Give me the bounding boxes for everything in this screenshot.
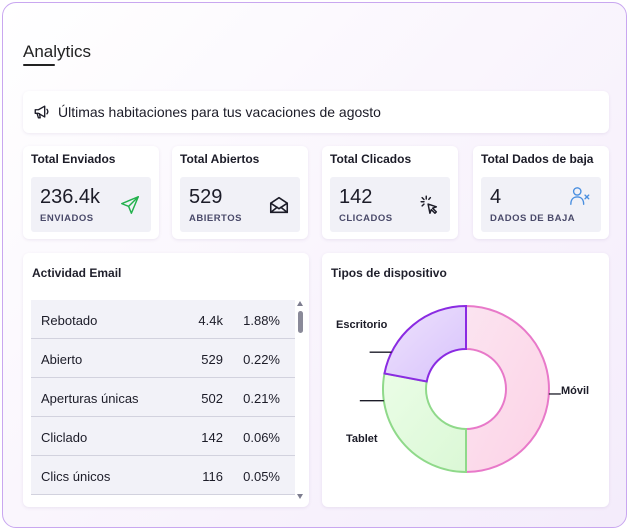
device-donut-chart: [359, 304, 561, 474]
row-name: Clics únicos: [41, 469, 111, 484]
announcement-banner[interactable]: Últimas habitaciones para tus vacaciones…: [23, 91, 609, 133]
activity-row-rebotado[interactable]: Rebotado 4.4k 1.88%: [31, 300, 295, 339]
stat-body: 529 ABIERTOS: [180, 177, 300, 232]
activity-row-clics-unicos[interactable]: Clics únicos 116 0.05%: [31, 456, 295, 495]
stat-value: 529: [189, 186, 223, 208]
stat-card-clicados[interactable]: Total Clicados 142 CLICADOS: [322, 146, 458, 239]
cursor-click-icon: [420, 195, 438, 214]
row-percent: 1.88%: [243, 313, 280, 328]
row-value: 502: [201, 391, 223, 406]
stat-title: Total Clicados: [330, 152, 412, 166]
row-value: 142: [201, 430, 223, 445]
stat-label: ABIERTOS: [189, 213, 242, 224]
stat-card-enviados[interactable]: Total Enviados 236.4k ENVIADOS: [23, 146, 159, 239]
donut-segment-tablet[interactable]: [382, 372, 467, 474]
stat-label: DADOS DE BAJA: [490, 213, 576, 224]
stat-label: ENVIADOS: [40, 213, 94, 224]
row-percent: 0.22%: [243, 352, 280, 367]
stat-value: 4: [490, 186, 502, 208]
row-name: Cliclado: [41, 430, 88, 445]
scroll-down-arrow-icon[interactable]: [297, 494, 303, 499]
send-icon: [121, 196, 139, 214]
row-name: Rebotado: [41, 313, 98, 328]
activity-row-abierto[interactable]: Abierto 529 0.22%: [31, 339, 295, 378]
page-title: Analytics: [23, 42, 92, 61]
row-value: 529: [201, 352, 223, 367]
stat-card-abiertos[interactable]: Total Abiertos 529 ABIERTOS: [172, 146, 308, 239]
user-remove-icon: [570, 187, 590, 205]
banner-text: Últimas habitaciones para tus vacaciones…: [58, 104, 381, 120]
megaphone-icon: [34, 105, 49, 119]
row-percent: 0.05%: [243, 469, 280, 484]
row-percent: 0.21%: [243, 391, 280, 406]
devices-title: Tipos de dispositivo: [331, 266, 447, 280]
segment-label-tablet: Tablet: [346, 433, 378, 445]
row-value: 116: [202, 469, 223, 484]
donut-segment-mvil[interactable]: [465, 304, 550, 474]
stat-title: Total Enviados: [31, 152, 116, 166]
row-name: Aperturas únicas: [41, 391, 139, 406]
activity-row-cliclado[interactable]: Cliclado 142 0.06%: [31, 417, 295, 456]
donut-segment-escritorio[interactable]: [383, 304, 467, 383]
title-underline: [23, 64, 55, 66]
open-envelope-icon: [269, 196, 289, 214]
email-activity-card: Actividad Email Rebotado 4.4k 1.88% Abie…: [23, 253, 309, 507]
scroll-thumb[interactable]: [298, 311, 303, 333]
segment-label-movil: Móvil: [561, 385, 590, 397]
stat-body: 142 CLICADOS: [330, 177, 450, 232]
row-value: 4.4k: [198, 313, 223, 328]
row-percent: 0.06%: [243, 430, 280, 445]
stat-title: Total Dados de baja: [481, 152, 594, 166]
row-name: Abierto: [41, 352, 83, 367]
stat-value: 142: [339, 186, 373, 208]
scroll-up-arrow-icon[interactable]: [297, 301, 303, 306]
stat-label: CLICADOS: [339, 213, 393, 224]
activity-scrollbar[interactable]: [296, 301, 306, 499]
segment-label-escritorio: Escritorio: [336, 319, 388, 331]
activity-list: Rebotado 4.4k 1.88% Abierto 529 0.22% Ap…: [31, 300, 295, 495]
stat-value: 236.4k: [40, 186, 101, 208]
stat-body: 4 DADOS DE BAJA: [481, 177, 601, 232]
stat-body: 236.4k ENVIADOS: [31, 177, 151, 232]
stat-title: Total Abiertos: [180, 152, 260, 166]
activity-row-aperturas-unicas[interactable]: Aperturas únicas 502 0.21%: [31, 378, 295, 417]
activity-title: Actividad Email: [32, 266, 122, 280]
device-types-card: Tipos de dispositivo Escritorio Tablet M…: [322, 253, 609, 507]
stat-card-dados-de-baja[interactable]: Total Dados de baja 4 DADOS DE BAJA: [473, 146, 609, 239]
